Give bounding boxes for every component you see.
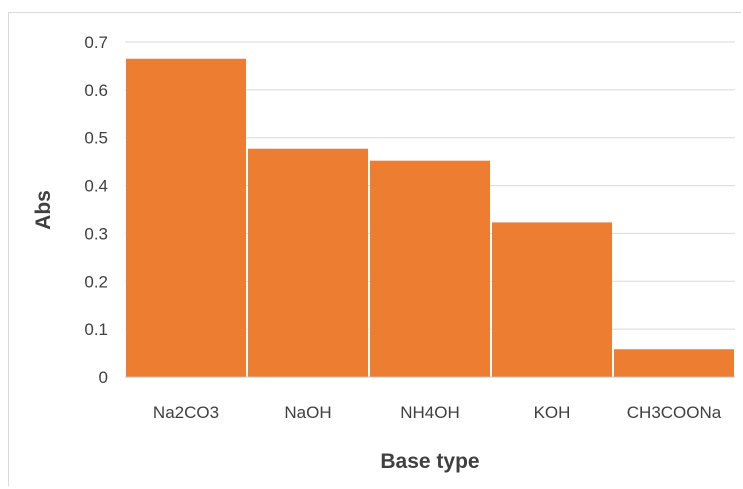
x-axis-title: Base type	[380, 450, 479, 473]
x-tick-label: NH4OH	[400, 403, 460, 422]
x-axis-ticks: Na2CO3 NaOH NH4OH KOH CH3COONa	[153, 403, 722, 422]
y-axis-title: Abs	[32, 190, 55, 230]
bar-nh4oh	[370, 160, 490, 377]
y-tick-label: 0.7	[84, 33, 108, 52]
x-tick-label: CH3COONa	[627, 403, 722, 422]
bar-na2co3	[126, 58, 246, 377]
x-tick-label: KOH	[534, 403, 571, 422]
y-tick-label: 0.6	[84, 81, 108, 100]
y-tick-label: 0.2	[84, 272, 108, 291]
bar-ch3coona	[614, 349, 734, 377]
y-tick-label: 0.3	[84, 224, 108, 243]
bars	[126, 58, 734, 377]
x-tick-label: NaOH	[284, 403, 331, 422]
y-axis-ticks: 0 0.1 0.2 0.3 0.4 0.5 0.6 0.7	[84, 33, 108, 387]
y-tick-label: 0.5	[84, 129, 108, 148]
y-tick-label: 0	[99, 368, 108, 387]
y-tick-label: 0.4	[84, 177, 108, 196]
y-tick-label: 0.1	[84, 320, 108, 339]
x-tick-label: Na2CO3	[153, 403, 219, 422]
bar-koh	[492, 222, 612, 377]
bar-naoh	[248, 148, 368, 377]
